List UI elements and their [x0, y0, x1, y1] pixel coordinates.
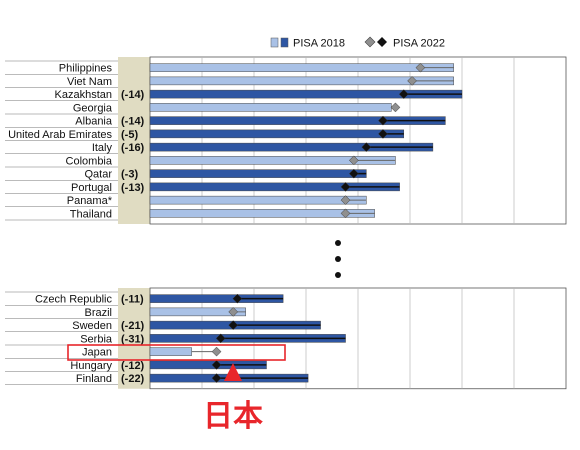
- marker-pisa2022: [211, 360, 222, 370]
- japan-annotation: 日本: [67, 344, 286, 434]
- change-label: (-14): [121, 89, 145, 101]
- country-label: Philippines: [59, 63, 113, 75]
- change-label: (-5): [121, 129, 138, 141]
- bar-pisa2018: [149, 63, 454, 72]
- change-label: (-22): [121, 373, 145, 385]
- legend-marker-2022-light: [364, 36, 376, 48]
- country-label: Portugal: [71, 182, 112, 194]
- legend-swatch-2018-light: [270, 37, 279, 48]
- marker-pisa2022: [348, 168, 359, 179]
- change-label: (-13): [121, 182, 145, 194]
- change-label: (-14): [121, 116, 145, 128]
- country-label: Panama*: [67, 195, 113, 207]
- marker-pisa2022: [228, 307, 239, 317]
- marker-pisa2022: [211, 373, 222, 383]
- ellipsis-dot: [335, 240, 341, 246]
- marker-pisa2022: [378, 115, 388, 126]
- country-label: Kazakhstan: [55, 89, 112, 101]
- up-arrow-icon: [224, 363, 242, 381]
- country-label: Viet Nam: [67, 76, 112, 88]
- country-label: Colombia: [66, 155, 113, 167]
- bar-pisa2018: [149, 195, 367, 205]
- bar-pisa2018: [149, 103, 392, 112]
- marker-pisa2022: [340, 182, 351, 192]
- bar-pisa2018: [149, 169, 367, 178]
- marker-pisa2022: [232, 293, 243, 304]
- marker-pisa2022: [340, 195, 351, 205]
- change-label: (-21): [121, 320, 145, 332]
- country-label: Finland: [76, 373, 112, 385]
- omitted-rows-ellipsis: [335, 240, 341, 278]
- change-label: (-3): [121, 169, 138, 181]
- country-label: United Arab Emirates: [8, 129, 112, 141]
- country-label: Hungary: [70, 360, 112, 372]
- annotation-label: 日本: [203, 399, 263, 434]
- ellipsis-dot: [335, 272, 341, 278]
- change-label: (-16): [121, 142, 145, 154]
- marker-pisa2022: [390, 102, 401, 113]
- country-label: Qatar: [84, 169, 112, 181]
- country-label: Japan: [82, 347, 112, 359]
- marker-pisa2022: [228, 320, 239, 330]
- marker-pisa2022: [398, 89, 409, 99]
- marker-pisa2022: [211, 346, 222, 357]
- legend-label-2022: PISA 2022: [393, 38, 445, 50]
- country-label: Albania: [75, 116, 113, 128]
- legend-swatch-2018-dark: [280, 37, 289, 48]
- legend-marker-2022-dark: [377, 37, 387, 47]
- ellipsis-dot: [335, 256, 341, 262]
- country-label: Brazil: [84, 307, 112, 319]
- bar-pisa2018: [149, 347, 192, 356]
- country-label: Sweden: [72, 320, 112, 332]
- marker-pisa2022: [415, 62, 426, 73]
- marker-pisa2022: [348, 155, 359, 166]
- change-band: [118, 57, 150, 224]
- legend: PISA 2018 PISA 2022: [270, 36, 445, 50]
- country-label: Czech Republic: [35, 294, 113, 306]
- change-label: (-31): [121, 333, 145, 345]
- marker-pisa2022: [407, 76, 417, 86]
- marker-pisa2022: [215, 333, 226, 344]
- legend-label-2018: PISA 2018: [293, 38, 345, 50]
- country-label: Italy: [92, 142, 113, 154]
- country-label: Serbia: [80, 333, 113, 345]
- country-label: Thailand: [70, 208, 112, 220]
- marker-pisa2022: [361, 142, 372, 152]
- country-label: Georgia: [73, 102, 113, 114]
- bar-pisa2018: [149, 129, 405, 139]
- change-label: (-12): [121, 360, 145, 372]
- japan-highlight-box: [67, 344, 286, 361]
- change-label: (-11): [121, 294, 144, 306]
- marker-pisa2022: [340, 208, 351, 219]
- change-band: [118, 288, 150, 389]
- marker-pisa2022: [378, 129, 388, 139]
